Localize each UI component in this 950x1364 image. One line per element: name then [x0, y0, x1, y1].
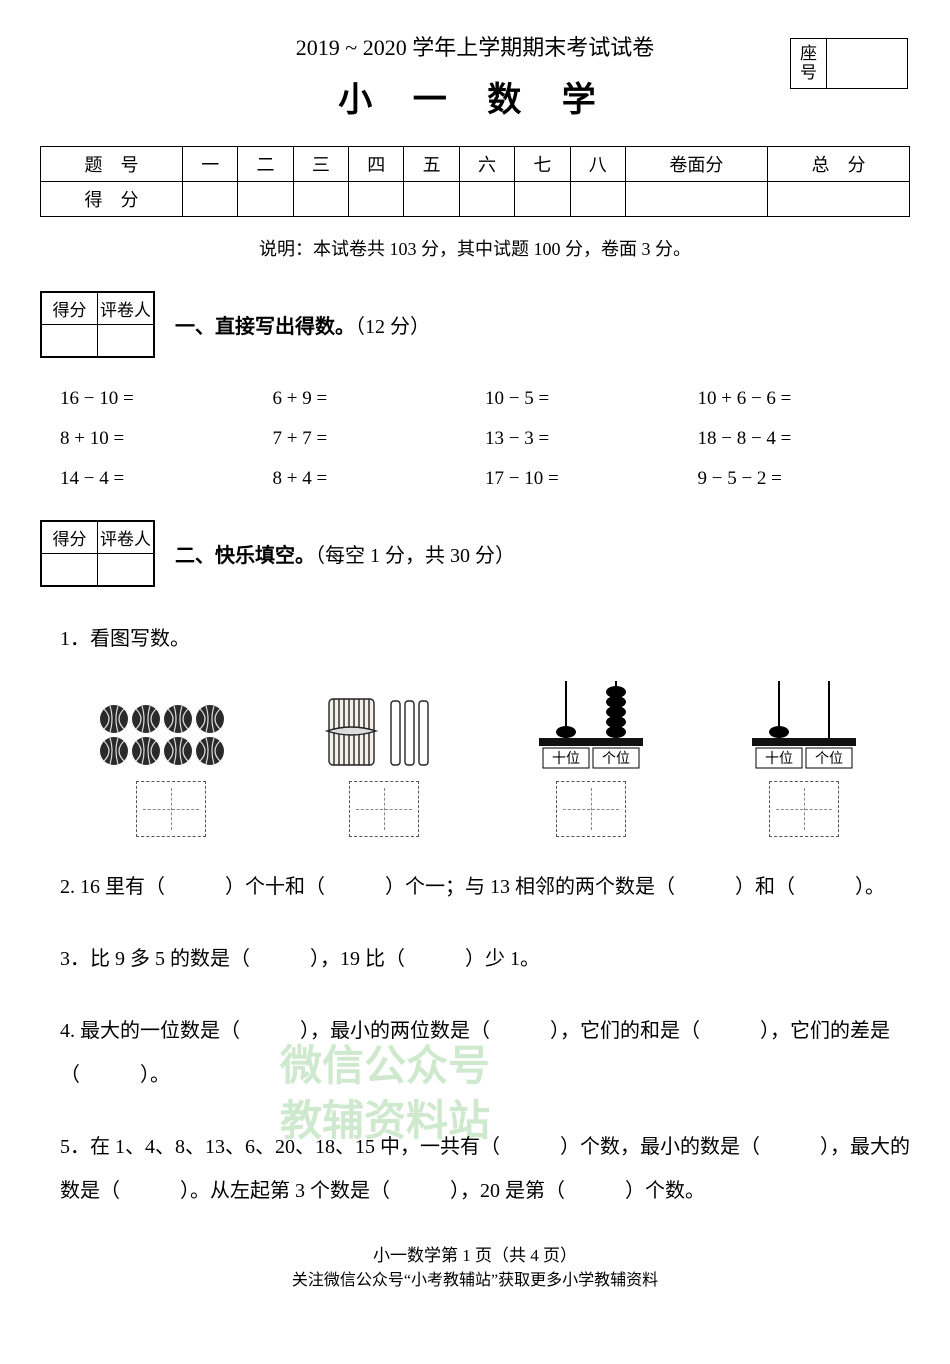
col-header: 五 [404, 147, 459, 182]
calc-item: 16 − 10 = [60, 388, 273, 410]
calc-item: 8 + 4 = [273, 468, 486, 490]
col-header: 卷面分 [625, 147, 767, 182]
calc-item: 13 − 3 = [485, 428, 698, 450]
abacus-icon: 十位 个位 [734, 676, 874, 771]
seat-number-box: 座号 [790, 38, 908, 89]
grader-box: 得分 评卷人 [40, 291, 155, 358]
question-3: 3．比 9 多 5 的数是（ ），19 比（ ）少 1。 [60, 937, 910, 981]
answer-box[interactable] [136, 781, 206, 837]
calc-item: 14 − 4 = [60, 468, 273, 490]
grader-name-cell[interactable] [98, 554, 154, 586]
grader-score-label: 得分 [42, 293, 98, 325]
exam-title: 小 一 数 学 [40, 72, 910, 121]
question-5: 5．在 1、4、8、13、6、20、18、15 中，一共有（ ）个数，最小的数是… [60, 1125, 910, 1213]
calc-item: 10 − 5 = [485, 388, 698, 410]
calc-item: 6 + 9 = [273, 388, 486, 410]
score-table: 题 号 一 二 三 四 五 六 七 八 卷面分 总 分 得 分 [40, 146, 910, 217]
score-cell[interactable] [459, 182, 514, 217]
section-2-name: 二、快乐填空。 [175, 545, 315, 567]
question-1: 1．看图写数。 [60, 617, 910, 837]
section-2-title: 二、快乐填空。（每空 1 分，共 30 分） [175, 539, 515, 568]
calc-item: 7 + 7 = [273, 428, 486, 450]
col-header: 七 [515, 147, 570, 182]
calc-item: 18 − 8 − 4 = [698, 428, 911, 450]
calc-item: 17 − 10 = [485, 468, 698, 490]
col-header: 三 [293, 147, 348, 182]
figure-watermelons [96, 701, 246, 837]
col-header: 八 [570, 147, 625, 182]
grader-box: 得分 评卷人 [40, 520, 155, 587]
watermelon-icon [96, 701, 246, 771]
score-cell[interactable] [238, 182, 293, 217]
page-footer: 小一数学第 1 页（共 4 页） [40, 1241, 910, 1266]
svg-text:十位: 十位 [765, 751, 793, 767]
grader-name-label: 评卷人 [98, 522, 154, 554]
sticks-icon [319, 691, 449, 771]
page-footer-note: 关注微信公众号“小考教辅站”获取更多小学教辅资料 [40, 1266, 910, 1290]
answer-box[interactable] [769, 781, 839, 837]
col-header: 二 [238, 147, 293, 182]
calc-grid: 16 − 10 = 6 + 9 = 10 − 5 = 10 + 6 − 6 = … [60, 388, 910, 490]
section-2-header: 得分 评卷人 二、快乐填空。（每空 1 分，共 30 分） [40, 520, 910, 587]
section-1-header: 得分 评卷人 一、直接写出得数。（12 分） [40, 291, 910, 358]
question-4: 4. 最大的一位数是（ ），最小的两位数是（ ），它们的和是（ ），它们的差是（… [60, 1009, 910, 1097]
grader-name-label: 评卷人 [98, 293, 154, 325]
col-header: 四 [349, 147, 404, 182]
seat-blank[interactable] [827, 39, 907, 88]
tens-label: 十位 [552, 751, 580, 767]
score-cell[interactable] [570, 182, 625, 217]
col-header: 六 [459, 147, 514, 182]
section-2-pts: （每空 1 分，共 30 分） [315, 545, 515, 567]
exam-header: 2019 ~ 2020 学年上学期期末考试试卷 [40, 30, 910, 62]
col-header: 一 [183, 147, 238, 182]
figure-abacus-2: 十位 个位 [734, 676, 874, 837]
ones-label: 个位 [602, 751, 630, 767]
exam-note: 说明：本试卷共 103 分，其中试题 100 分，卷面 3 分。 [40, 235, 910, 261]
section-1-title: 一、直接写出得数。（12 分） [175, 310, 430, 339]
score-cell[interactable] [183, 182, 238, 217]
score-cell[interactable] [515, 182, 570, 217]
calc-item: 10 + 6 − 6 = [698, 388, 911, 410]
section-1-pts: （12 分） [355, 316, 430, 338]
col-header: 题 号 [41, 147, 183, 182]
answer-box[interactable] [556, 781, 626, 837]
grader-score-cell[interactable] [42, 325, 98, 357]
score-cell[interactable] [767, 182, 909, 217]
table-row: 题 号 一 二 三 四 五 六 七 八 卷面分 总 分 [41, 147, 910, 182]
q1-text: 1．看图写数。 [60, 628, 190, 650]
row-label: 得 分 [41, 182, 183, 217]
score-cell[interactable] [293, 182, 348, 217]
figure-abacus-1: 十位 个位 [521, 676, 661, 837]
grader-score-cell[interactable] [42, 554, 98, 586]
score-cell[interactable] [625, 182, 767, 217]
grader-score-label: 得分 [42, 522, 98, 554]
table-row: 得 分 [41, 182, 910, 217]
calc-item: 8 + 10 = [60, 428, 273, 450]
section-1-name: 一、直接写出得数。 [175, 316, 355, 338]
q1-figures: 十位 个位 十位 个位 [60, 676, 910, 837]
figure-sticks [319, 691, 449, 837]
score-cell[interactable] [349, 182, 404, 217]
grader-name-cell[interactable] [98, 325, 154, 357]
svg-text:个位: 个位 [815, 751, 843, 767]
calc-item: 9 − 5 − 2 = [698, 468, 911, 490]
abacus-icon: 十位 个位 [521, 676, 661, 771]
answer-box[interactable] [349, 781, 419, 837]
col-header: 总 分 [767, 147, 909, 182]
score-cell[interactable] [404, 182, 459, 217]
question-2: 2. 16 里有（ ）个十和（ ）个一；与 13 相邻的两个数是（ ）和（ ）。 [60, 865, 910, 909]
seat-label: 座号 [791, 39, 827, 88]
